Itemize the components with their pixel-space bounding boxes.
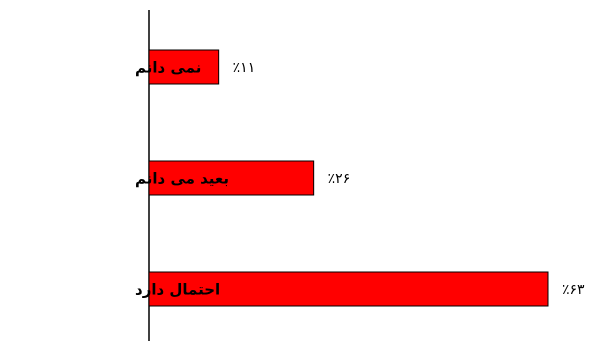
category-label: نمی دانم xyxy=(135,59,201,77)
bar xyxy=(148,271,549,307)
bar xyxy=(148,160,315,196)
category-label: بعید می دانم xyxy=(135,170,229,188)
category-label: احتمال دارد xyxy=(135,281,220,299)
value-label: ٪۱۱ xyxy=(233,60,256,76)
bars-layer: نمی دانم ٪۱۱ بعید می دانم ٪۲۶ احتمال دارد ٪۶۳ xyxy=(135,49,585,307)
value-label: ٪۲۶ xyxy=(328,171,351,187)
bar xyxy=(148,49,220,85)
value-label: ٪۶۳ xyxy=(562,282,585,298)
